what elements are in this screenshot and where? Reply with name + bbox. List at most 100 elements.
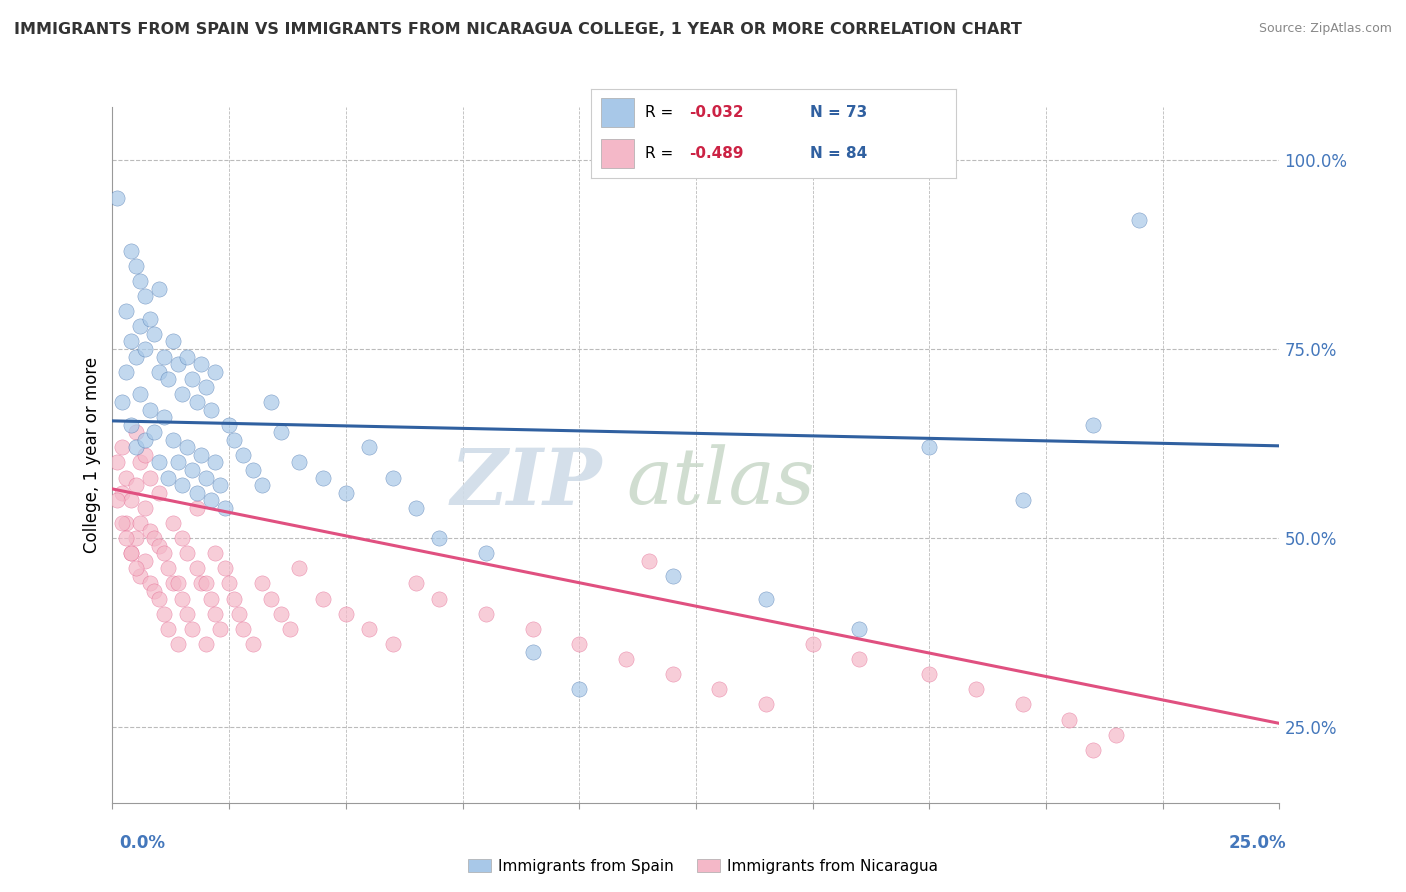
Point	[129, 387, 152, 401]
Point	[172, 387, 194, 401]
Point	[186, 395, 208, 409]
Point	[148, 455, 170, 469]
Point	[228, 607, 250, 621]
Point	[965, 682, 987, 697]
Point	[218, 417, 240, 432]
Point	[115, 365, 138, 379]
Point	[148, 281, 170, 295]
Point	[120, 493, 142, 508]
Point	[208, 478, 231, 492]
Point	[381, 470, 404, 484]
Point	[755, 698, 778, 712]
Text: R =: R =	[645, 146, 679, 161]
Point	[218, 576, 240, 591]
Point	[129, 455, 152, 469]
Point	[111, 395, 134, 409]
Point	[848, 652, 870, 666]
Text: -0.489: -0.489	[689, 146, 744, 161]
Point	[180, 463, 202, 477]
Point	[125, 478, 148, 492]
Point	[115, 470, 138, 484]
Point	[405, 576, 427, 591]
Point	[153, 350, 176, 364]
Point	[190, 448, 212, 462]
Point	[335, 485, 357, 500]
Point	[143, 584, 166, 599]
Point	[214, 561, 236, 575]
Point	[242, 463, 264, 477]
Point	[111, 441, 134, 455]
Point	[186, 561, 208, 575]
Point	[125, 425, 148, 440]
Point	[143, 326, 166, 341]
Point	[148, 485, 170, 500]
Point	[120, 244, 142, 258]
Point	[288, 561, 311, 575]
Point	[157, 561, 180, 575]
Point	[129, 569, 152, 583]
Point	[709, 682, 731, 697]
Point	[162, 433, 184, 447]
FancyBboxPatch shape	[602, 98, 634, 127]
Point	[153, 410, 176, 425]
Point	[162, 334, 184, 349]
Point	[222, 433, 245, 447]
Point	[918, 441, 941, 455]
Point	[125, 259, 148, 273]
Point	[153, 546, 176, 560]
Point	[278, 622, 301, 636]
Point	[801, 637, 824, 651]
Point	[143, 425, 166, 440]
Point	[129, 516, 152, 530]
Point	[166, 455, 188, 469]
Point	[200, 591, 222, 606]
Point	[270, 607, 292, 621]
Point	[125, 350, 148, 364]
Point	[134, 448, 156, 462]
Point	[208, 622, 231, 636]
Point	[194, 637, 217, 651]
Point	[143, 531, 166, 545]
Text: IMMIGRANTS FROM SPAIN VS IMMIGRANTS FROM NICARAGUA COLLEGE, 1 YEAR OR MORE CORRE: IMMIGRANTS FROM SPAIN VS IMMIGRANTS FROM…	[14, 22, 1022, 37]
Point	[148, 591, 170, 606]
Point	[214, 500, 236, 515]
Text: -0.032: -0.032	[689, 105, 744, 120]
Point	[260, 395, 283, 409]
Text: R =: R =	[645, 105, 679, 120]
Point	[194, 470, 217, 484]
Point	[162, 576, 184, 591]
Point	[139, 576, 162, 591]
Point	[359, 622, 381, 636]
Point	[180, 622, 202, 636]
Point	[250, 576, 273, 591]
Point	[115, 516, 138, 530]
Point	[427, 531, 450, 545]
Y-axis label: College, 1 year or more: College, 1 year or more	[83, 357, 101, 553]
Point	[115, 531, 138, 545]
Point	[918, 667, 941, 681]
Point	[105, 455, 128, 469]
Point	[166, 357, 188, 371]
Point	[172, 591, 194, 606]
Point	[134, 554, 156, 568]
Point	[204, 607, 226, 621]
Point	[755, 591, 778, 606]
Point	[1128, 213, 1150, 227]
Point	[204, 546, 226, 560]
Point	[172, 531, 194, 545]
Point	[115, 304, 138, 318]
Point	[134, 500, 156, 515]
Point	[166, 576, 188, 591]
Point	[475, 546, 498, 560]
Point	[157, 622, 180, 636]
Text: 25.0%: 25.0%	[1229, 834, 1286, 852]
Point	[129, 319, 152, 334]
Point	[311, 591, 333, 606]
Point	[186, 500, 208, 515]
Point	[105, 191, 128, 205]
Point	[120, 546, 142, 560]
Point	[405, 500, 427, 515]
Point	[162, 516, 184, 530]
Point	[148, 539, 170, 553]
Point	[260, 591, 283, 606]
